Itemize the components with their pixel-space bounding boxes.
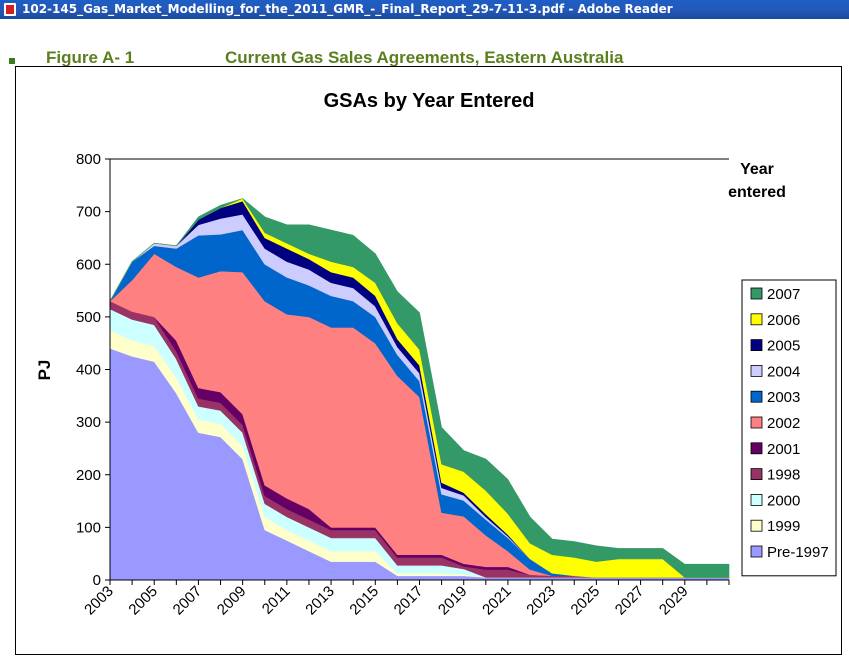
window-title: 102-145_Gas_Market_Modelling_for_the_201… [22,2,673,16]
plot-areas [109,198,730,581]
legend-label-2001: 2001 [767,441,800,458]
legend-swatch-2002 [750,416,763,429]
x-tick-label: 2029 [656,583,692,619]
legend-swatch-pre-1997 [750,545,763,558]
legend-swatch-2006 [750,313,763,326]
figure-title: Current Gas Sales Agreements, Eastern Au… [225,48,624,67]
legend-swatch-2005 [750,339,763,352]
x-tick-label: 2021 [479,583,515,619]
y-axis-label: PJ [35,360,54,381]
legend-swatch-1998 [750,468,763,481]
area-series-2007 [109,198,730,578]
window-titlebar: 102-145_Gas_Market_Modelling_for_the_201… [0,0,849,19]
y-tick-label: 200 [76,467,101,484]
x-tick-label: 2005 [125,583,161,619]
x-tick-label: 2025 [568,583,604,619]
legend-swatch-2001 [750,442,763,455]
x-tick-label: 2027 [612,583,648,619]
chart-title: GSAs by Year Entered [324,90,535,112]
legend-label-2000: 2000 [767,492,800,509]
x-tick-label: 2015 [346,583,382,619]
legend-label-2007: 2007 [767,286,800,303]
legend-label-1999: 1999 [767,518,800,535]
legend-swatch-2007 [750,287,763,300]
adobe-reader-icon [4,3,16,16]
legend-label-pre-1997: Pre-1997 [767,544,829,561]
legend-label-2002: 2002 [767,415,800,432]
figure-label: Figure A- 1 [46,48,135,67]
legend-title-line: entered [728,184,786,201]
legend-swatch-2000 [750,493,763,506]
x-tick-label: 2003 [81,583,117,619]
legend-label-2003: 2003 [767,389,800,406]
legend-label-2004: 2004 [767,363,800,380]
legend-swatch-1999 [750,519,763,532]
legend-label-1998: 1998 [767,467,800,484]
legend-title-line: Year [740,161,774,178]
x-tick-label: 2017 [391,583,427,619]
x-tick-label: 2009 [214,583,250,619]
legend-label-2005: 2005 [767,338,800,355]
chart-frame: GSAs by Year Entered PJ 0 100 200 300 400 500… [15,66,842,655]
y-tick-label: 400 [76,362,101,379]
x-tick-label: 2007 [170,583,206,619]
y-tick-label: 100 [76,519,101,536]
legend: 2007 2006 2005 2004 2003 2002 2001 1998 2000 1999… [741,279,837,577]
legend-label-2006: 2006 [767,312,800,329]
x-tick-label: 2023 [523,583,559,619]
y-tick-label: 600 [76,256,101,273]
legend-swatch-2003 [750,390,763,403]
y-tick-label: 800 [76,151,101,168]
y-tick-label: 700 [76,204,101,221]
y-tick-label: 300 [76,414,101,431]
x-tick-label: 2013 [302,583,338,619]
legend-title-group: Year entered [728,161,786,201]
x-tick-label: 2011 [259,583,294,618]
gsa-area-chart: GSAs by Year Entered PJ 0 100 200 300 400 500… [35,90,837,619]
legend-swatch-2004 [750,364,763,377]
x-tick-label: 2019 [435,583,471,619]
y-tick-label: 0 [93,572,101,589]
y-tick-label: 500 [76,309,101,326]
bullet-icon [9,58,15,64]
